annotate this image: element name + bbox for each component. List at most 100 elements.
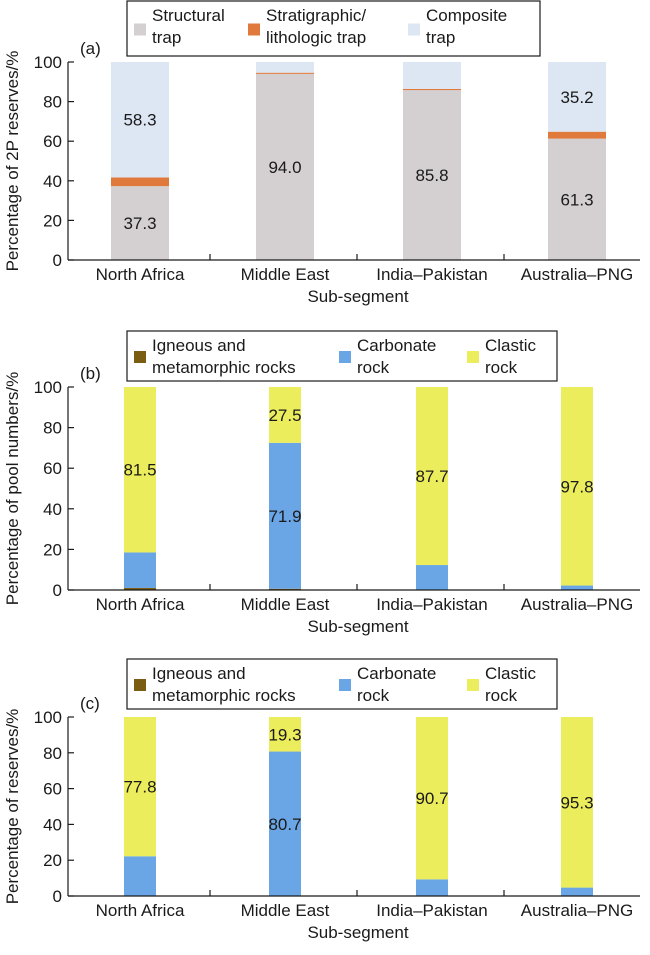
legend-swatch-1 <box>339 679 351 691</box>
y-tick-label: 40 <box>43 500 62 519</box>
legend-swatch-1 <box>339 351 351 363</box>
legend-label: lithologic trap <box>266 28 366 47</box>
legend-swatch-1 <box>248 23 260 36</box>
panel-label: (a) <box>80 39 101 58</box>
legend-label: metamorphic rocks <box>152 358 296 377</box>
bar-segment <box>416 717 448 880</box>
bars <box>124 717 593 896</box>
bar-segment <box>111 186 169 260</box>
x-axis-title: Sub-segment <box>307 617 408 636</box>
legend-label: rock <box>485 686 518 705</box>
bar-segment <box>269 717 301 752</box>
y-tick-label: 60 <box>43 780 62 799</box>
bar-segment <box>269 442 301 589</box>
y-tick-label: 100 <box>34 378 62 397</box>
y-tick-label: 20 <box>43 851 62 870</box>
legend-label: Igneous and <box>152 664 246 683</box>
bar-segment <box>548 138 606 260</box>
data-label: 77.8 <box>123 778 156 797</box>
legend-label: Structural <box>152 6 225 25</box>
data-label: 94.0 <box>268 158 301 177</box>
bar-segment <box>561 387 593 586</box>
legend-label: metamorphic rocks <box>152 686 296 705</box>
bar-segment <box>561 887 593 896</box>
x-tick-label: India–Pakistan <box>376 595 488 614</box>
bar-segment <box>269 751 301 896</box>
legend-label: Stratigraphic/ <box>266 6 366 25</box>
legend: Igneous and metamorphic rocks Carbonate roc… <box>126 330 558 382</box>
x-tick-label: North Africa <box>96 265 185 284</box>
x-tick-label: North Africa <box>96 901 185 920</box>
legend-swatch-0 <box>134 679 146 691</box>
data-label: 35.2 <box>560 88 593 107</box>
y-tick-label: 80 <box>43 419 62 438</box>
y-tick-label: 100 <box>34 708 62 727</box>
bar-segment <box>548 62 606 132</box>
y-tick-label: 80 <box>43 744 62 763</box>
bar-segment <box>124 387 156 553</box>
legend-label: trap <box>426 28 455 47</box>
data-label: 90.7 <box>415 789 448 808</box>
y-axis-title: Percentage of pool numbers/% <box>3 372 22 605</box>
y-axis-title: Percentage of reserves/% <box>3 709 22 905</box>
legend-frame <box>126 0 541 57</box>
legend-label: Clastic <box>485 664 537 683</box>
panel-label: (c) <box>80 694 100 713</box>
bar-segment <box>561 585 593 590</box>
bar-segment <box>416 879 448 896</box>
legend-label: Composite <box>426 6 507 25</box>
x-tick-label: India–Pakistan <box>376 265 488 284</box>
data-label: 37.3 <box>123 214 156 233</box>
bars <box>111 62 606 260</box>
bar-segment <box>124 587 156 590</box>
bar-segment <box>269 588 301 590</box>
legend-swatch-2 <box>467 679 479 691</box>
bar-segment <box>124 552 156 588</box>
x-tick-label: Middle East <box>241 901 330 920</box>
x-axis-title: Sub-segment <box>307 287 408 306</box>
data-label: 85.8 <box>415 166 448 185</box>
legend-label: Clastic <box>485 336 537 355</box>
legend-swatch-2 <box>408 23 420 36</box>
bar-segment <box>124 856 156 896</box>
x-tick-label: North Africa <box>96 595 185 614</box>
data-label: 97.8 <box>560 477 593 496</box>
bar-segment <box>124 717 156 857</box>
data-label: 71.9 <box>268 507 301 526</box>
y-tick-label: 60 <box>43 459 62 478</box>
data-label: 81.5 <box>123 461 156 480</box>
x-tick-label: India–Pakistan <box>376 901 488 920</box>
x-tick-label: Australia–PNG <box>521 265 633 284</box>
bar-segment <box>256 72 314 74</box>
y-tick-label: 0 <box>53 251 62 270</box>
y-tick-label: 60 <box>43 132 62 151</box>
data-label: 80.7 <box>268 815 301 834</box>
y-tick-label: 20 <box>43 211 62 230</box>
bar-segment <box>403 88 461 91</box>
legend-label: trap <box>152 28 181 47</box>
chart-panel-a: Structural trap Stratigraphic/lithologic t… <box>3 0 640 306</box>
legend: Igneous and metamorphic rocks Carbonate roc… <box>126 658 558 710</box>
x-tick-label: Australia–PNG <box>521 595 633 614</box>
legend-label: Carbonate <box>357 336 436 355</box>
x-axis-title: Sub-segment <box>307 923 408 942</box>
bars <box>124 387 593 590</box>
x-tick-label: Australia–PNG <box>521 901 633 920</box>
legend-label: rock <box>357 686 390 705</box>
data-label: 27.5 <box>268 406 301 425</box>
legend-label: rock <box>485 358 518 377</box>
y-tick-label: 40 <box>43 815 62 834</box>
data-label: 58.3 <box>123 111 156 130</box>
panel-label: (b) <box>80 364 101 383</box>
x-tick-label: Middle East <box>241 595 330 614</box>
y-tick-label: 100 <box>34 53 62 72</box>
legend-swatch-2 <box>467 351 479 363</box>
y-tick-label: 40 <box>43 172 62 191</box>
chart-panel-c: Igneous and metamorphic rocks Carbonate roc… <box>3 658 640 942</box>
data-label: 19.3 <box>268 725 301 744</box>
legend-swatch-0 <box>134 351 146 363</box>
y-tick-label: 0 <box>53 887 62 906</box>
data-label: 95.3 <box>560 793 593 812</box>
bar-segment <box>416 387 448 566</box>
